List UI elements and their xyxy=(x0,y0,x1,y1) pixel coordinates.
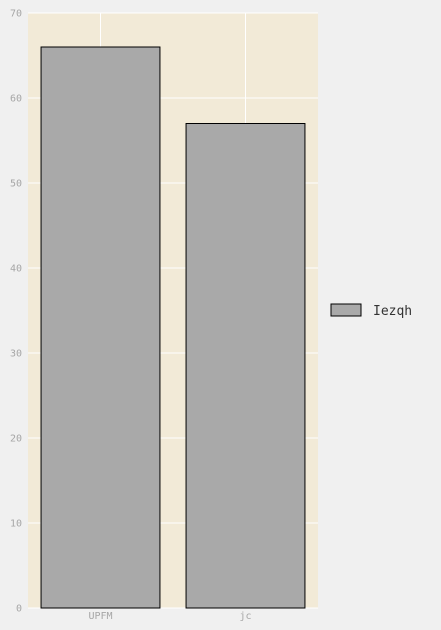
y-tick-label: 50 xyxy=(10,179,22,190)
bars xyxy=(40,46,306,609)
y-tick-label: 20 xyxy=(10,434,22,445)
y-tick-label: 70 xyxy=(10,9,22,20)
bar-jc xyxy=(185,123,306,609)
legend-label: Iezqh xyxy=(373,304,412,319)
y-tick-label: 0 xyxy=(16,604,22,615)
x-tick-label: UPFM xyxy=(88,611,112,622)
y-tick-label: 60 xyxy=(10,94,22,105)
y-axis-ticks: 0 10 20 30 40 50 60 70 xyxy=(10,9,22,615)
y-tick-label: 10 xyxy=(10,519,22,530)
x-tick-label: jc xyxy=(239,611,251,622)
bar-UPFM xyxy=(40,46,161,609)
x-axis-ticks: UPFM jc xyxy=(88,611,251,622)
y-tick-label: 30 xyxy=(10,349,22,360)
legend-swatch xyxy=(330,303,362,317)
y-tick-label: 40 xyxy=(10,264,22,275)
legend: Iezqh xyxy=(330,303,412,319)
